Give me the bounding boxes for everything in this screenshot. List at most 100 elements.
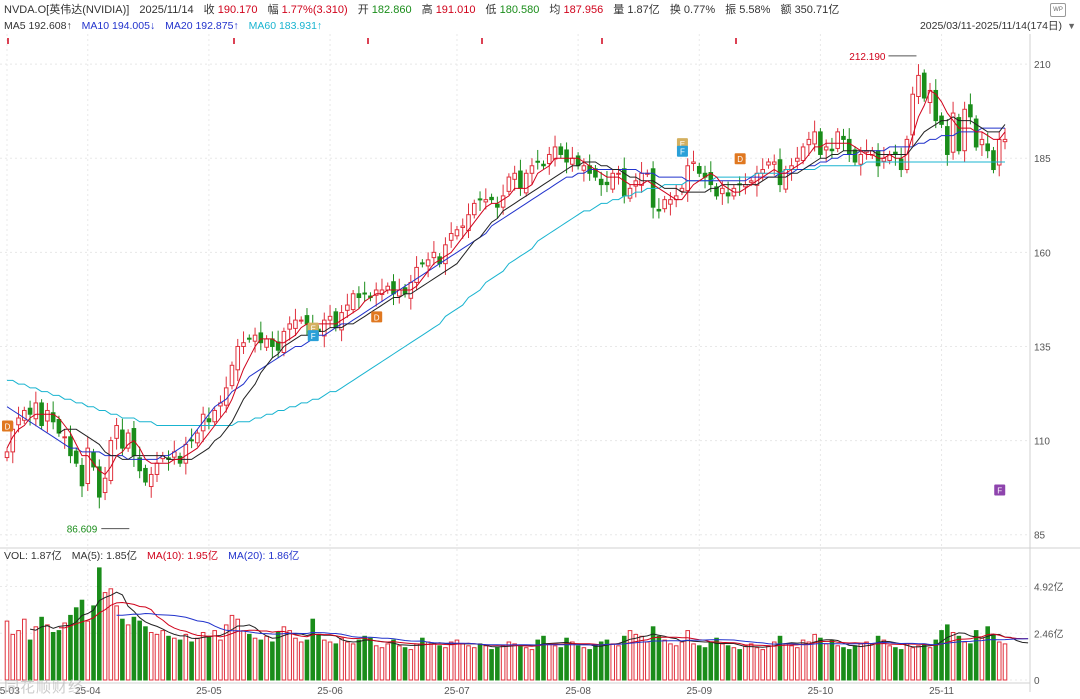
volume-bar (731, 647, 737, 681)
candle-body (633, 180, 639, 187)
candle-body (835, 131, 840, 149)
candle-body (212, 409, 217, 423)
candle-body (73, 450, 79, 464)
volume-bar (477, 643, 483, 681)
candle-body (771, 161, 777, 165)
volume-bar (200, 632, 206, 681)
candle-body (616, 172, 621, 175)
volume-bar (148, 632, 154, 681)
time-tick-label: 25-04 (75, 686, 101, 697)
volume-bar (258, 639, 264, 681)
volume-bar (708, 641, 714, 681)
low-value: 180.580 (499, 4, 540, 16)
volume-bar (247, 633, 252, 681)
volume-bar (22, 618, 27, 681)
volume-bar (298, 641, 304, 681)
time-tick-label: 25-07 (444, 686, 470, 697)
avg-value: 187.956 (563, 4, 604, 16)
volume-bar (293, 637, 298, 681)
volume-bar (748, 643, 754, 681)
volume-bar (68, 614, 73, 681)
volume-bar (887, 645, 892, 681)
volume-bar (471, 647, 477, 681)
volume-bar (518, 645, 523, 681)
candle-body (68, 436, 73, 457)
event-marker-label: D (374, 313, 380, 322)
candle-body (85, 447, 91, 485)
candle-body (806, 138, 812, 146)
volume-bar (668, 643, 673, 681)
event-marker-label: D (5, 423, 11, 432)
volume-bar (927, 647, 933, 681)
candle-body (229, 364, 235, 387)
candle-body (927, 89, 933, 104)
candle-body (916, 74, 921, 97)
volume-bar (195, 637, 200, 681)
candle-body (50, 412, 56, 423)
volume-bar (760, 649, 765, 681)
volume-bar (645, 641, 650, 681)
candle-body (22, 409, 27, 421)
candle-body (56, 419, 62, 434)
volume-bar (512, 643, 517, 681)
date-range-label[interactable]: 2025/03/11-2025/11/14(174日) (919, 20, 1062, 32)
volume-bar (310, 618, 316, 681)
time-tick-label: 25-11 (929, 686, 954, 697)
symbol-label[interactable]: NVDA.O[英伟达(NVIDIA)] (4, 4, 130, 16)
candle-body (223, 387, 229, 406)
chevron-down-icon[interactable]: ▼ (1067, 21, 1076, 31)
candle-body (968, 104, 973, 118)
volume-bar (345, 641, 350, 681)
event-marker-label: F (680, 148, 685, 157)
volume-bar (945, 624, 950, 681)
volume-bar (448, 641, 454, 681)
volume-bar (420, 637, 425, 681)
volume-bar (33, 626, 39, 681)
volume-bar (835, 645, 840, 681)
candle-body (552, 146, 558, 160)
candle-body (373, 289, 379, 296)
volume-bar (893, 647, 898, 681)
volume-bar (996, 641, 1002, 681)
amount-caption: 额 (780, 4, 792, 16)
volume-bar (85, 620, 91, 681)
volume-bar (771, 641, 777, 681)
candle-body (991, 150, 996, 171)
ma10-legend: MA10 194.005↓ (81, 20, 156, 32)
volume-bar (864, 641, 869, 681)
volume-bar (939, 630, 944, 681)
candle-body (321, 319, 327, 337)
volume-bar (968, 643, 973, 681)
volume-bar (45, 624, 50, 681)
candle-body (500, 195, 506, 208)
candle-body (1002, 138, 1008, 143)
volume-bar (414, 643, 419, 681)
volume-bar (177, 639, 183, 681)
volume-bar (841, 647, 846, 681)
volume-bar (27, 639, 33, 681)
volume-bar (852, 645, 858, 681)
change-caption: 幅 (267, 4, 279, 16)
volume-bar (575, 645, 581, 681)
volume-bar (333, 643, 339, 681)
amount-value: 350.71亿 (794, 4, 840, 16)
volume-bar (489, 649, 494, 681)
volume-bar (304, 639, 310, 681)
volume-bar (339, 637, 344, 681)
candle-body (564, 149, 569, 163)
candle-body (385, 285, 391, 291)
volume-bar (858, 643, 864, 681)
candle-body (996, 138, 1002, 166)
candle-body (523, 172, 529, 194)
volume-bar (795, 647, 800, 681)
candle-body (593, 168, 598, 178)
candle-body (97, 466, 102, 498)
volume-bar (62, 622, 67, 681)
settings-icon[interactable]: WP (1050, 3, 1066, 17)
candle-body (148, 473, 154, 488)
candle-body (102, 477, 108, 494)
volume-bar (316, 633, 321, 681)
candle-body (852, 149, 858, 163)
volume-bar (673, 645, 679, 681)
